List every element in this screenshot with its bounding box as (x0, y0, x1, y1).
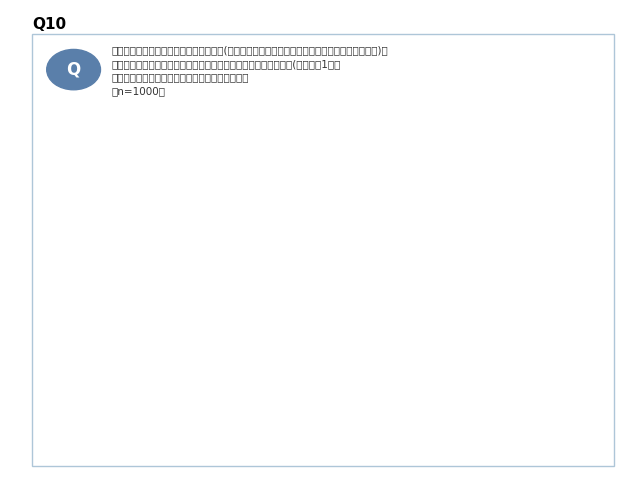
Text: （n=1000）: （n=1000） (112, 86, 166, 96)
Text: 知っている
73.9%: 知っている 73.9% (332, 328, 381, 364)
Text: ＊こちらは携帯電話利用でのケースとなります。: ＊こちらは携帯電話利用でのケースとなります。 (112, 72, 250, 83)
Text: 知らない
26.1%: 知らない 26.1% (262, 263, 311, 299)
Text: あなたは、「ながらスマホ自転車事故」(スマートフォンを使用しながら自転車を運転すること)に: あなたは、「ながらスマホ自転車事故」(スマートフォンを使用しながら自転車を運転す… (112, 46, 388, 56)
Wedge shape (201, 193, 320, 320)
Text: よる女子大生が書類送検されたケースについて知っていますか。(お答えは1つ）: よる女子大生が書類送検されたケースについて知っていますか。(お答えは1つ） (112, 59, 341, 69)
Text: Q10: Q10 (32, 17, 66, 32)
Text: Q: Q (67, 60, 81, 79)
Wedge shape (201, 193, 439, 431)
